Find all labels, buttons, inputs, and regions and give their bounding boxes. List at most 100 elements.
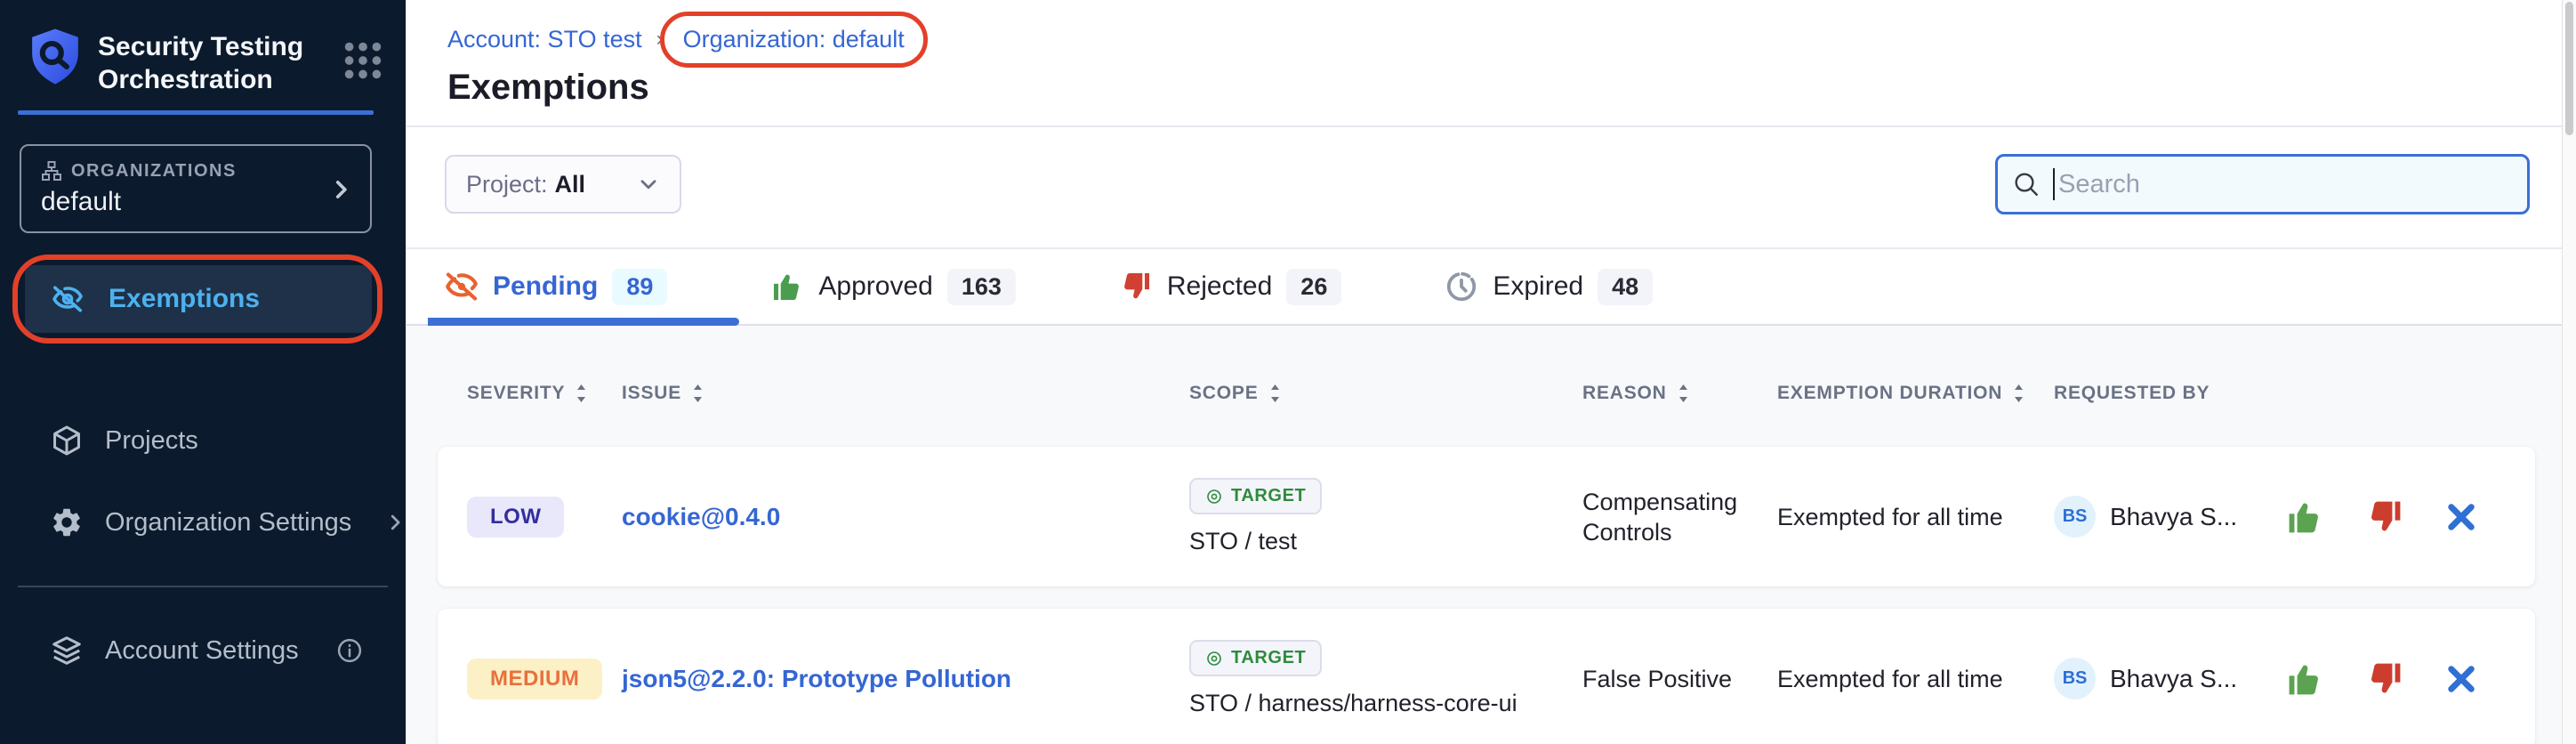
sidebar-divider [18, 586, 388, 587]
organizations-label: ORGANIZATIONS [71, 160, 237, 181]
scope-type-chip: TARGET [1189, 478, 1323, 514]
vertical-scrollbar[interactable] [2562, 0, 2576, 744]
gear-icon [53, 508, 80, 537]
tab-count-badge: 163 [946, 268, 1016, 305]
eye-off-icon [446, 272, 478, 301]
sidebar-item-label: Projects [105, 425, 198, 455]
reject-button[interactable] [2365, 497, 2404, 537]
sort-icon [1270, 384, 1279, 402]
table-header-row: SEVERITY ISSUE SCOPE REASON EXEMPTION DU… [438, 326, 2535, 404]
cancel-button[interactable] [2445, 501, 2477, 533]
sto-shield-logo-icon [27, 27, 84, 87]
breadcrumb-organization-label: Organization: default [682, 25, 905, 53]
scope-cell: TARGET STO / test [1189, 478, 1582, 555]
breadcrumb: Account: STO test › Organization: defaul… [447, 11, 2576, 68]
requested-by-cell: BS Bhavya S... [2054, 496, 2285, 538]
column-header-exemption-duration[interactable]: EXEMPTION DURATION [1777, 383, 2054, 404]
tab-count-badge: 48 [1598, 268, 1654, 305]
severity-badge: LOW [467, 496, 565, 538]
requester-name: Bhavya S... [2110, 664, 2238, 692]
cube-icon [53, 425, 80, 456]
sort-icon [577, 384, 586, 402]
scope-path: STO / test [1189, 528, 1298, 554]
scope-path: STO / harness/harness-core-ui [1189, 690, 1517, 716]
column-header-issue[interactable]: ISSUE [622, 383, 1189, 404]
search-input[interactable] [2058, 169, 2513, 199]
sidebar-item-label: Organization Settings [105, 507, 352, 537]
chevron-right-icon [329, 178, 352, 201]
active-tab-underline [428, 318, 739, 326]
table-row[interactable]: LOW cookie@0.4.0 TARGET STO / test Compe… [438, 447, 2535, 586]
account-settings-icon [52, 636, 81, 665]
breadcrumb-organization-link[interactable]: Organization: default [659, 11, 928, 68]
issue-link[interactable]: cookie@0.4.0 [622, 502, 781, 530]
column-header-reason[interactable]: REASON [1582, 383, 1777, 404]
breadcrumb-separator: › [656, 27, 664, 51]
column-label: EXEMPTION DURATION [1777, 383, 2003, 403]
reason-cell: Compensating Controls [1582, 488, 1738, 546]
chevron-right-icon [391, 514, 400, 530]
text-cursor [2053, 168, 2055, 200]
tab-approved[interactable]: Approved 163 [770, 268, 1016, 305]
sitemap-icon [42, 161, 61, 181]
column-header-severity[interactable]: SEVERITY [467, 383, 622, 404]
sidebar-item-exemptions[interactable]: Exemptions [25, 265, 372, 333]
status-tabs: Pending 89 Approved 163 Rejected 26 [407, 247, 2576, 326]
eye-off-icon [52, 286, 83, 312]
requested-by-cell: BS Bhavya S... [2054, 658, 2285, 700]
exemptions-table: SEVERITY ISSUE SCOPE REASON EXEMPTION DU… [407, 326, 2576, 744]
active-module-underline [18, 110, 374, 115]
reason-cell: False Positive [1582, 665, 1733, 692]
tab-label: Expired [1493, 271, 1584, 301]
scope-type-chip: TARGET [1189, 640, 1323, 676]
organization-selector-label-row: ORGANIZATIONS [41, 160, 317, 182]
row-actions [2285, 497, 2535, 537]
sort-icon [2015, 384, 2024, 402]
sidebar: Security Testing Orchestration ORGANIZAT… [0, 0, 407, 744]
requester-name: Bhavya S... [2110, 502, 2238, 530]
sort-icon [694, 384, 703, 402]
tab-label: Pending [493, 271, 599, 301]
target-icon [1207, 489, 1221, 504]
page-header: Account: STO test › Organization: defaul… [407, 0, 2576, 127]
issue-link[interactable]: json5@2.2.0: Prototype Pollution [622, 664, 1012, 692]
breadcrumb-account-link[interactable]: Account: STO test [447, 25, 642, 53]
table-row[interactable]: MEDIUM json5@2.2.0: Prototype Pollution … [438, 609, 2535, 744]
sidebar-item-label: Exemptions [109, 284, 261, 313]
project-filter-value: All [554, 170, 586, 198]
tab-label: Approved [818, 271, 933, 301]
column-label: REQUESTED BY [2054, 383, 2210, 403]
sidebar-nav: Exemptions [0, 255, 406, 344]
scope-tag-label: TARGET [1231, 486, 1307, 505]
project-filter-dropdown[interactable]: Project: All [445, 155, 681, 214]
approve-button[interactable] [2285, 659, 2324, 699]
page-title: Exemptions [447, 68, 649, 107]
sidebar-item-projects[interactable]: Projects [0, 418, 406, 463]
sidebar-header: Security Testing Orchestration [0, 0, 406, 96]
module-grid-icon[interactable] [343, 41, 382, 80]
cancel-button[interactable] [2445, 663, 2477, 695]
tab-count-badge: 26 [1286, 268, 1342, 305]
column-header-requested-by: REQUESTED BY [2054, 383, 2285, 404]
info-icon [337, 638, 362, 663]
sidebar-item-organization-settings[interactable]: Organization Settings [0, 500, 406, 545]
reject-button[interactable] [2365, 659, 2404, 699]
tab-rejected[interactable]: Rejected 26 [1119, 268, 1342, 305]
clock-icon [1447, 271, 1477, 302]
scrollbar-thumb[interactable] [2565, 2, 2573, 135]
tab-count-badge: 89 [612, 268, 668, 305]
main-area: Account: STO test › Organization: defaul… [407, 0, 2576, 744]
sidebar-item-account-settings[interactable]: Account Settings [0, 628, 406, 673]
duration-cell: Exempted for all time [1777, 503, 2003, 530]
thumbs-down-icon [1123, 272, 1149, 299]
column-label: ISSUE [622, 383, 682, 403]
column-header-scope[interactable]: SCOPE [1189, 383, 1582, 404]
tab-pending[interactable]: Pending 89 [445, 268, 668, 305]
tab-label: Rejected [1166, 271, 1273, 301]
tab-expired[interactable]: Expired 48 [1445, 268, 1654, 305]
project-filter-label: Project: [466, 170, 548, 198]
organization-selector[interactable]: ORGANIZATIONS default [20, 144, 372, 233]
approve-button[interactable] [2285, 497, 2324, 537]
thumbs-up-icon [774, 274, 800, 301]
column-label: REASON [1582, 383, 1667, 403]
